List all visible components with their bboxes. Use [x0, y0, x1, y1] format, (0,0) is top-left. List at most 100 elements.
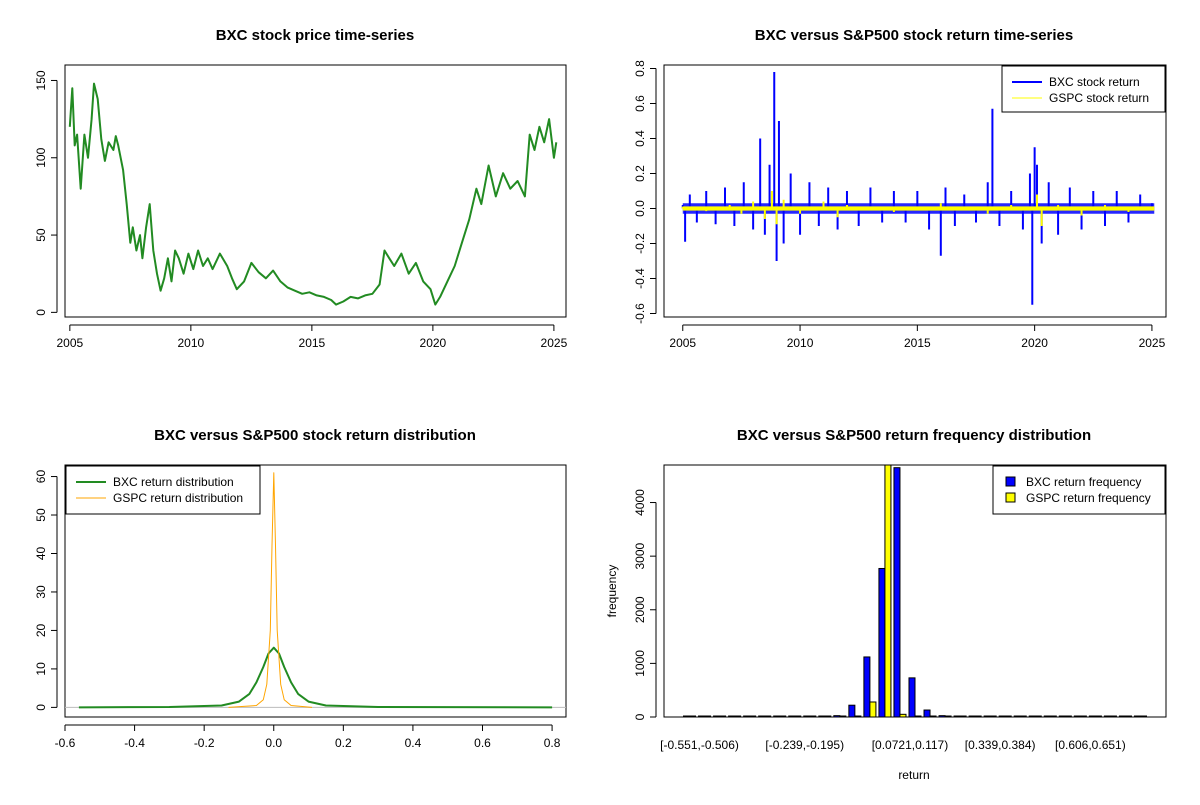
returns-y-tick-label: 0.0 [633, 200, 647, 217]
gspc-frequency-bar [1139, 715, 1147, 718]
gspc-frequency-bar [914, 715, 922, 718]
price-y-tick-label: 150 [34, 70, 48, 90]
frequency-x-tick-label: [0.0721,0.117) [872, 738, 949, 752]
distribution-x-tick-label: 0.4 [405, 736, 422, 750]
frequency-y-tick-label: 3000 [633, 542, 647, 569]
frequency-y-tick-label: 4000 [633, 489, 647, 516]
returns-y-tick-label: -0.2 [633, 233, 647, 254]
distribution-x-tick-label: -0.6 [55, 736, 76, 750]
price-y-tick-label: 0 [34, 309, 48, 316]
frequency-y-tick-label: 2000 [633, 596, 647, 623]
legend-label-gspc-density: GSPC return distribution [113, 491, 243, 505]
series-price [68, 82, 558, 306]
returns-x-tick-label: 2025 [1139, 336, 1166, 350]
gspc-frequency-bar [704, 715, 712, 718]
distribution-x-tick-label: 0.6 [474, 736, 491, 750]
bxc-frequency-bar [1133, 715, 1141, 718]
chart-title-returns: BXC versus S&P500 stock return time-seri… [755, 27, 1073, 44]
axes-frequency: 0 1000 2000 3000 4000 [-0.551,-0.506) [-0.239,… [633, 489, 1126, 752]
bxc-frequency-bar [908, 677, 916, 718]
gspc-density-line [228, 472, 313, 708]
bxc-frequency-bar [863, 656, 871, 718]
panel-distribution: BXC versus S&P500 stock return distribut… [34, 427, 567, 750]
series-returns [681, 72, 1155, 305]
gspc-frequency-bar [764, 715, 772, 718]
gspc-frequency-bar [944, 715, 952, 718]
gspc-frequency-bar [749, 715, 757, 718]
frequency-y-tick-label: 1000 [633, 650, 647, 677]
distribution-x-tick-label: 0.8 [544, 736, 561, 750]
gspc-frequency-bar [779, 715, 787, 718]
returns-x-tick-label: 2015 [904, 336, 931, 350]
returns-y-tick-label: 0.8 [633, 60, 647, 77]
legend-distribution: BXC return distribution GSPC return dist… [65, 465, 261, 515]
price-y-tick-label: 100 [34, 147, 48, 167]
gspc-frequency-bar [854, 715, 862, 718]
gspc-frequency-bar [1049, 715, 1057, 718]
bxc-frequency-bar [938, 715, 946, 718]
bxc-frequency-bar [968, 715, 976, 718]
gspc-frequency-bar [884, 464, 892, 718]
plot-frame-returns [663, 64, 1167, 318]
distribution-y-tick-label: 50 [34, 508, 48, 522]
bxc-frequency-bar [878, 567, 886, 718]
gspc-frequency-bar [734, 715, 742, 718]
returns-y-tick-label: 0.2 [633, 165, 647, 182]
gspc-frequency-bar [809, 715, 817, 718]
distribution-y-tick-label: 0 [34, 704, 48, 711]
gspc-frequency-bar [974, 715, 982, 718]
series-distribution [65, 472, 566, 709]
frequency-x-tick-label: [0.606,0.651) [1055, 738, 1126, 752]
returns-y-tick-label: 0.4 [633, 130, 647, 147]
bxc-frequency-bar [713, 715, 721, 718]
distribution-y-tick-label: 30 [34, 585, 48, 599]
distribution-x-tick-label: -0.4 [124, 736, 145, 750]
legend-swatch-gspc-frequency [1005, 492, 1016, 503]
legend-returns: BXC stock return GSPC stock return [1001, 65, 1166, 113]
plot-frame-distribution [64, 464, 567, 718]
axes-distribution: -0.6 -0.4 -0.2 0.0 0.2 0.4 0.6 0.8 0 10 20 30 40 50 60 [34, 470, 561, 750]
bxc-frequency-bar [1028, 715, 1036, 718]
y-axis-label-frequency: frequency [605, 565, 619, 618]
chart-title-distribution: BXC versus S&P500 stock return distribut… [154, 427, 476, 444]
bxc-frequency-bar [728, 715, 736, 718]
gspc-frequency-bar [959, 715, 967, 718]
bxc-frequency-bar [683, 715, 691, 718]
frequency-x-tick-label: [-0.551,-0.506) [660, 738, 739, 752]
gspc-frequency-bar [1079, 715, 1087, 718]
bxc-frequency-bar [1088, 715, 1096, 718]
returns-x-tick-label: 2005 [669, 336, 696, 350]
bxc-frequency-bar [803, 715, 811, 718]
legend-label-bxc-density: BXC return distribution [113, 475, 234, 489]
gspc-frequency-bar [824, 715, 832, 718]
bxc-frequency-bar [923, 709, 931, 718]
distribution-x-tick-label: -0.2 [194, 736, 215, 750]
bxc-frequency-bar [818, 715, 826, 718]
bxc-frequency-bar [848, 704, 856, 718]
bxc-density-line [78, 646, 553, 709]
frequency-y-tick-label: 0 [633, 713, 647, 720]
plot-frame-price [64, 64, 567, 318]
gspc-frequency-bar [839, 715, 847, 718]
bxc-frequency-bar [1103, 715, 1111, 718]
gspc-frequency-bar [1019, 715, 1027, 718]
bxc-frequency-bar [893, 467, 901, 718]
bxc-frequency-bar [1073, 715, 1081, 718]
price-x-tick-label: 2010 [178, 336, 205, 350]
distribution-y-tick-label: 40 [34, 546, 48, 560]
returns-y-tick-label: -0.6 [633, 303, 647, 324]
gspc-frequency-bar [1034, 715, 1042, 718]
chart-title-frequency: BXC versus S&P500 return frequency distr… [737, 427, 1091, 444]
gspc-frequency-bar [1094, 715, 1102, 718]
price-x-tick-label: 2025 [541, 336, 568, 350]
bxc-frequency-bar [983, 715, 991, 718]
distribution-y-tick-label: 10 [34, 662, 48, 676]
legend-frequency: BXC return frequency GSPC return frequen… [992, 465, 1166, 515]
bxc-frequency-bar [953, 715, 961, 718]
axes-returns: 2005 2010 2015 2020 2025 -0.6 -0.4 -0.2 0.0 0.2 0.… [633, 60, 1166, 350]
bxc-frequency-bar [1043, 715, 1051, 718]
axes-price: 2005 2010 2015 2020 2025 0 50 100 150 [34, 70, 568, 350]
legend-box [992, 465, 1166, 515]
gspc-frequency-bar [794, 715, 802, 718]
